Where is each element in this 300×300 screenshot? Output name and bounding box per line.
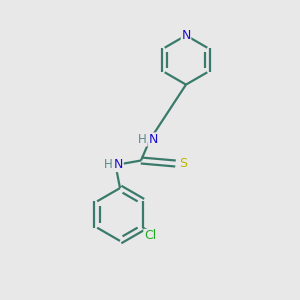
Text: H: H	[103, 158, 112, 172]
Text: H: H	[138, 133, 147, 146]
Text: N: N	[148, 133, 158, 146]
Text: Cl: Cl	[144, 230, 156, 242]
Text: N: N	[114, 158, 123, 172]
Text: S: S	[179, 157, 187, 170]
Text: N: N	[181, 29, 191, 42]
